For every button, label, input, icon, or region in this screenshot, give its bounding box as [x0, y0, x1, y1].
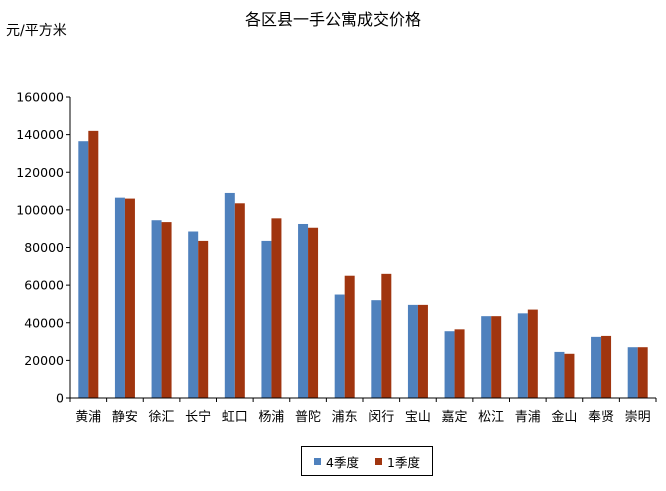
bar-1-15 [591, 336, 602, 398]
bar-2-16 [637, 347, 648, 398]
x-tick-label-11: 嘉定 [442, 410, 468, 425]
bar-2-5 [234, 203, 245, 398]
chart-title: 各区县一手公寓成交价格 [244, 10, 421, 29]
x-tick-label-1: 黄浦 [75, 410, 101, 425]
x-tick-label-16: 崇明 [625, 410, 651, 425]
bar-2-9 [381, 273, 392, 398]
bar-1-9 [371, 300, 382, 398]
x-tick-label-13: 青浦 [515, 410, 541, 425]
bar-2-13 [527, 309, 538, 398]
x-tick-label-9: 闵行 [368, 410, 394, 425]
x-tick-label-4: 长宁 [185, 409, 211, 425]
x-tick-label-7: 普陀 [295, 409, 321, 425]
bar-2-14 [564, 353, 575, 398]
bars-layer [78, 130, 648, 399]
bar-1-12 [481, 316, 492, 398]
x-tick-label-5: 虹口 [222, 410, 248, 425]
labels-layer: 0 20000 40000 60000 80000 100000 120000 140000 1… [16, 90, 650, 426]
x-tick-label-8: 浦东 [332, 410, 358, 425]
axes-layer [66, 96, 657, 402]
bar-1-16 [627, 347, 638, 398]
bar-1-1 [78, 141, 89, 398]
legend-swatch-series-2 [375, 457, 382, 465]
bar-1-8 [334, 294, 345, 398]
x-tick-label-6: 杨浦 [258, 410, 284, 425]
y-tick-label-6: 100000 [16, 202, 64, 217]
bar-1-4 [188, 231, 199, 398]
y-tick-label-8: 140000 [16, 127, 64, 142]
bar-2-2 [124, 198, 135, 398]
x-tick-label-2: 静安 [112, 410, 138, 425]
bar-1-10 [407, 304, 418, 398]
legend-item-series-2: 1季度 [375, 452, 420, 471]
bar-1-2 [114, 197, 125, 398]
legend-item-series-1: 4季度 [314, 452, 359, 471]
legend: 4季度 1季度 [301, 446, 433, 476]
bar-1-13 [517, 313, 528, 398]
legend-label-series-2: 1季度 [387, 454, 420, 470]
x-tick-label-12: 松江 [478, 410, 504, 425]
bar-1-11 [444, 331, 455, 398]
bar-1-6 [261, 240, 272, 398]
y-tick-label-4: 60000 [24, 278, 64, 293]
bar-2-4 [198, 240, 209, 398]
bar-2-10 [417, 304, 428, 398]
bar-2-8 [344, 275, 355, 398]
y-tick-label-9: 160000 [16, 90, 64, 105]
bar-2-1 [88, 130, 99, 399]
legend-label-series-1: 4季度 [326, 454, 359, 470]
y-tick-label-2: 20000 [24, 353, 64, 368]
y-axis-label: 元/平方米 [6, 23, 67, 39]
bar-1-5 [224, 192, 235, 398]
bar-1-7 [298, 223, 309, 398]
legend-swatch-series-1 [314, 457, 322, 465]
x-tick-label-14: 金山 [551, 409, 577, 425]
x-tick-label-15: 奉贤 [588, 410, 614, 425]
bar-2-11 [454, 329, 465, 398]
y-tick-label-5: 80000 [24, 240, 64, 255]
bar-1-3 [151, 220, 162, 398]
bar-2-15 [601, 335, 612, 398]
bar-2-12 [491, 316, 502, 398]
bar-1-14 [554, 351, 565, 398]
y-tick-label-7: 120000 [16, 165, 64, 180]
x-tick-label-3: 徐汇 [149, 410, 175, 425]
y-tick-label-3: 40000 [24, 315, 64, 330]
bar-2-6 [271, 218, 282, 398]
y-tick-label-1: 0 [56, 391, 64, 406]
x-tick-label-10: 宝山 [405, 410, 431, 425]
bar-2-7 [308, 227, 319, 398]
bar-2-3 [161, 222, 172, 398]
